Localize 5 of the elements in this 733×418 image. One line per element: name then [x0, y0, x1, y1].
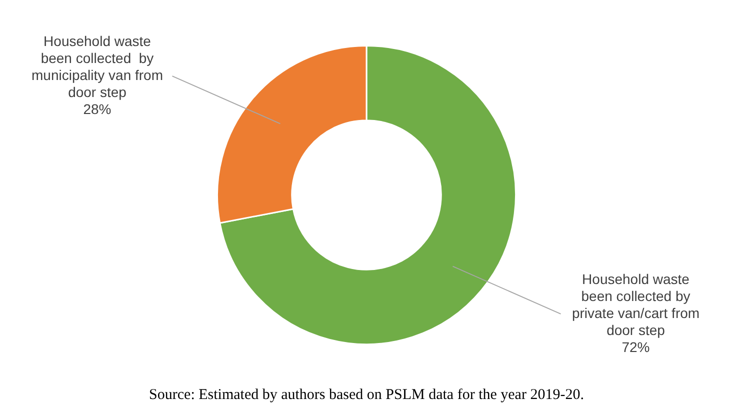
data-label: 28% — [83, 100, 112, 117]
slice-label: Household waste been collected by municipality van from door step — [32, 32, 163, 100]
data-label: 72% — [622, 338, 650, 355]
source-note: Source: Estimated by authors based on PSLM data for the year 2019-20. — [148, 387, 585, 404]
slice-label: Household waste been collected by private van/cart from door step — [572, 270, 700, 338]
